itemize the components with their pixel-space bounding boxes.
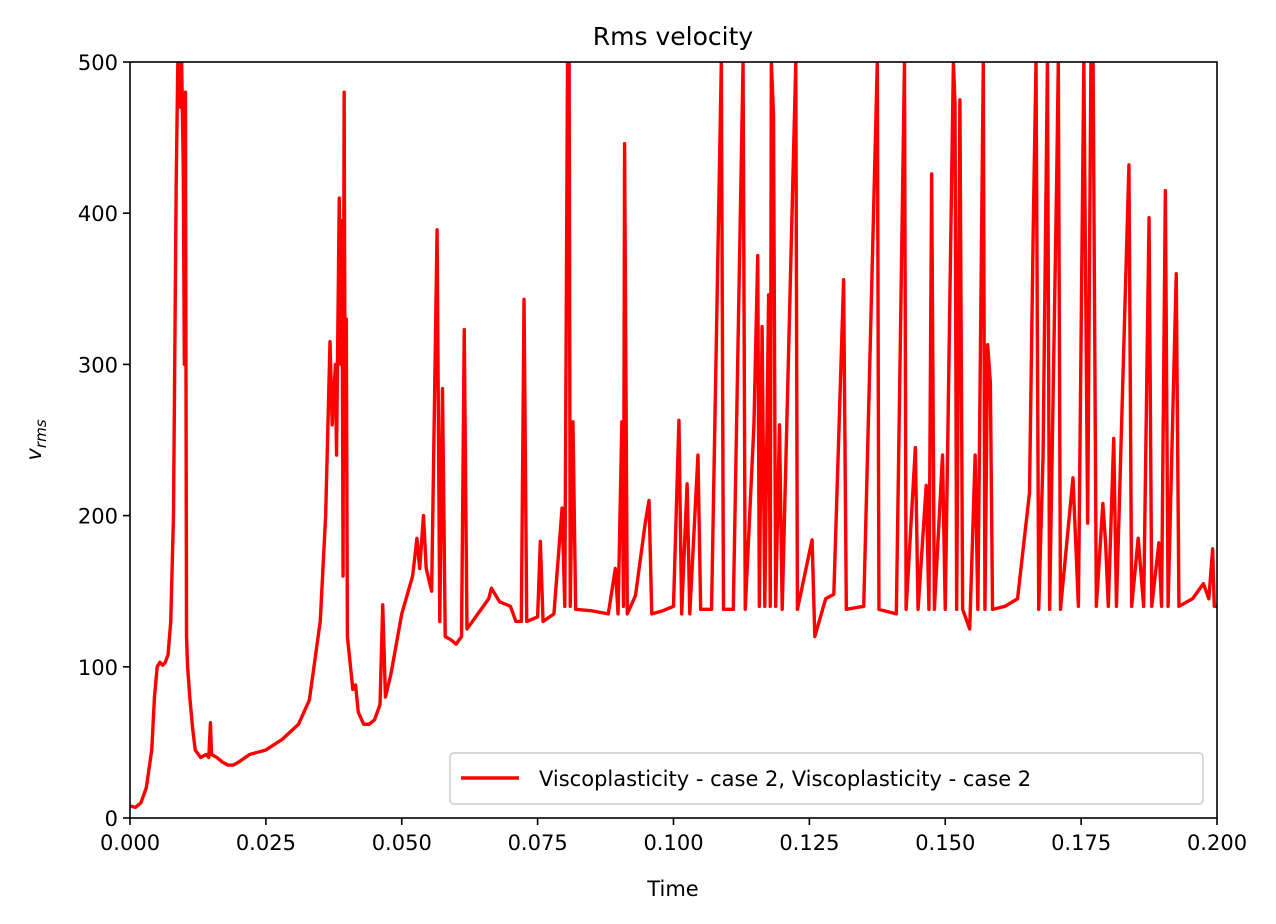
- chart-title: Rms velocity: [593, 22, 754, 51]
- plot-frame: [129, 61, 1218, 819]
- x-tick-label: 0.175: [1051, 831, 1111, 855]
- legend-entry-label: Viscoplasticity - case 2, Viscoplasticit…: [539, 767, 1031, 791]
- y-tick-label: 200: [78, 505, 118, 529]
- series-layer: [130, 62, 1217, 810]
- x-tick-label: 0.000: [100, 831, 160, 855]
- y-tick-label: 0: [105, 807, 118, 831]
- x-tick-label: 0.200: [1187, 831, 1247, 855]
- series-line-0: [130, 62, 1217, 810]
- x-tick-label: 0.050: [372, 831, 432, 855]
- y-axis-label: vrms: [22, 419, 50, 460]
- x-tick-label: 0.125: [779, 831, 839, 855]
- y-axis-label-main: v: [22, 448, 46, 461]
- y-tick-label: 400: [78, 202, 118, 226]
- legend-box: [449, 752, 1204, 805]
- x-tick-label: 0.100: [643, 831, 703, 855]
- y-tick-label: 100: [78, 656, 118, 680]
- y-axis-label-subscript: rms: [32, 419, 50, 448]
- x-axis-label: Time: [646, 877, 698, 901]
- y-tick-label: 300: [78, 353, 118, 377]
- x-tick-label: 0.025: [236, 831, 296, 855]
- y-tick-label: 500: [78, 51, 118, 75]
- legend: Viscoplasticity - case 2, Viscoplasticit…: [449, 752, 1204, 805]
- x-tick-label: 0.150: [915, 831, 975, 855]
- x-tick-label: 0.075: [508, 831, 568, 855]
- ticks-layer: 0.000 0.025 0.050 0.075 0.100 0.125 0.150 0.175…: [78, 51, 1247, 855]
